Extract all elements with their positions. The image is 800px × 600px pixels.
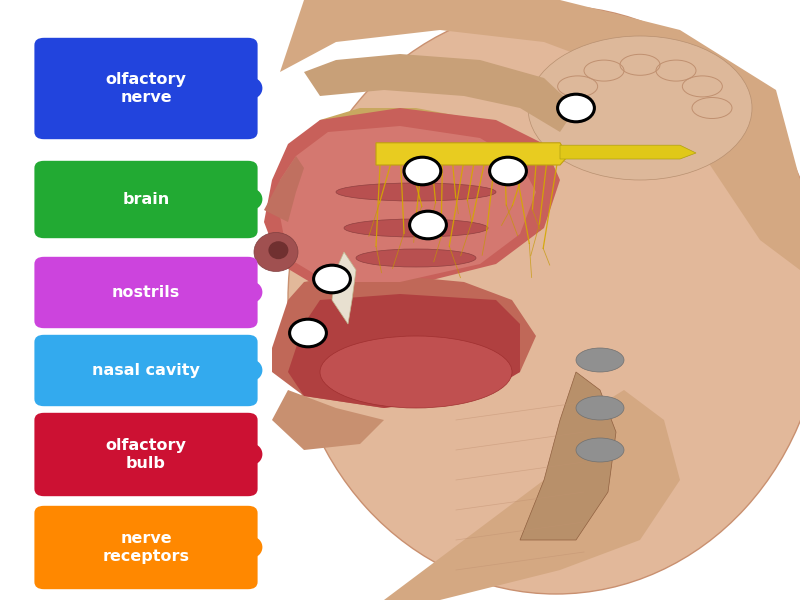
Circle shape xyxy=(410,211,446,239)
Circle shape xyxy=(314,265,350,293)
Text: brain: brain xyxy=(122,192,170,207)
Polygon shape xyxy=(304,54,576,132)
Ellipse shape xyxy=(576,438,624,462)
Ellipse shape xyxy=(528,36,752,180)
Ellipse shape xyxy=(288,6,800,594)
Polygon shape xyxy=(272,276,536,408)
Polygon shape xyxy=(280,0,800,270)
Text: nostrils: nostrils xyxy=(112,285,180,300)
Polygon shape xyxy=(264,108,560,288)
Polygon shape xyxy=(560,145,696,159)
Polygon shape xyxy=(376,143,568,165)
Text: nasal cavity: nasal cavity xyxy=(92,363,200,378)
Polygon shape xyxy=(288,294,520,408)
FancyBboxPatch shape xyxy=(34,161,258,238)
FancyBboxPatch shape xyxy=(34,506,258,589)
Text: nerve
receptors: nerve receptors xyxy=(102,532,190,564)
Polygon shape xyxy=(272,390,384,450)
Ellipse shape xyxy=(576,396,624,420)
Polygon shape xyxy=(384,390,680,600)
FancyBboxPatch shape xyxy=(34,335,258,406)
FancyBboxPatch shape xyxy=(34,257,258,328)
Ellipse shape xyxy=(344,219,488,237)
Ellipse shape xyxy=(356,249,476,267)
Ellipse shape xyxy=(268,241,288,259)
Circle shape xyxy=(558,94,594,122)
Polygon shape xyxy=(264,156,304,222)
Circle shape xyxy=(290,319,326,347)
Circle shape xyxy=(404,157,441,185)
Ellipse shape xyxy=(576,348,624,372)
Polygon shape xyxy=(280,126,536,282)
Ellipse shape xyxy=(242,444,262,465)
Ellipse shape xyxy=(242,536,262,558)
Ellipse shape xyxy=(336,183,496,201)
Polygon shape xyxy=(332,252,356,324)
Polygon shape xyxy=(304,108,544,180)
Text: olfactory
nerve: olfactory nerve xyxy=(106,72,186,104)
Ellipse shape xyxy=(242,359,262,380)
Text: olfactory
bulb: olfactory bulb xyxy=(106,438,186,470)
FancyBboxPatch shape xyxy=(34,38,258,139)
Ellipse shape xyxy=(320,336,512,408)
Circle shape xyxy=(490,157,526,185)
Ellipse shape xyxy=(254,232,298,271)
Ellipse shape xyxy=(242,281,262,302)
Ellipse shape xyxy=(242,77,262,98)
FancyBboxPatch shape xyxy=(34,413,258,496)
Ellipse shape xyxy=(242,188,262,209)
Polygon shape xyxy=(520,372,616,540)
